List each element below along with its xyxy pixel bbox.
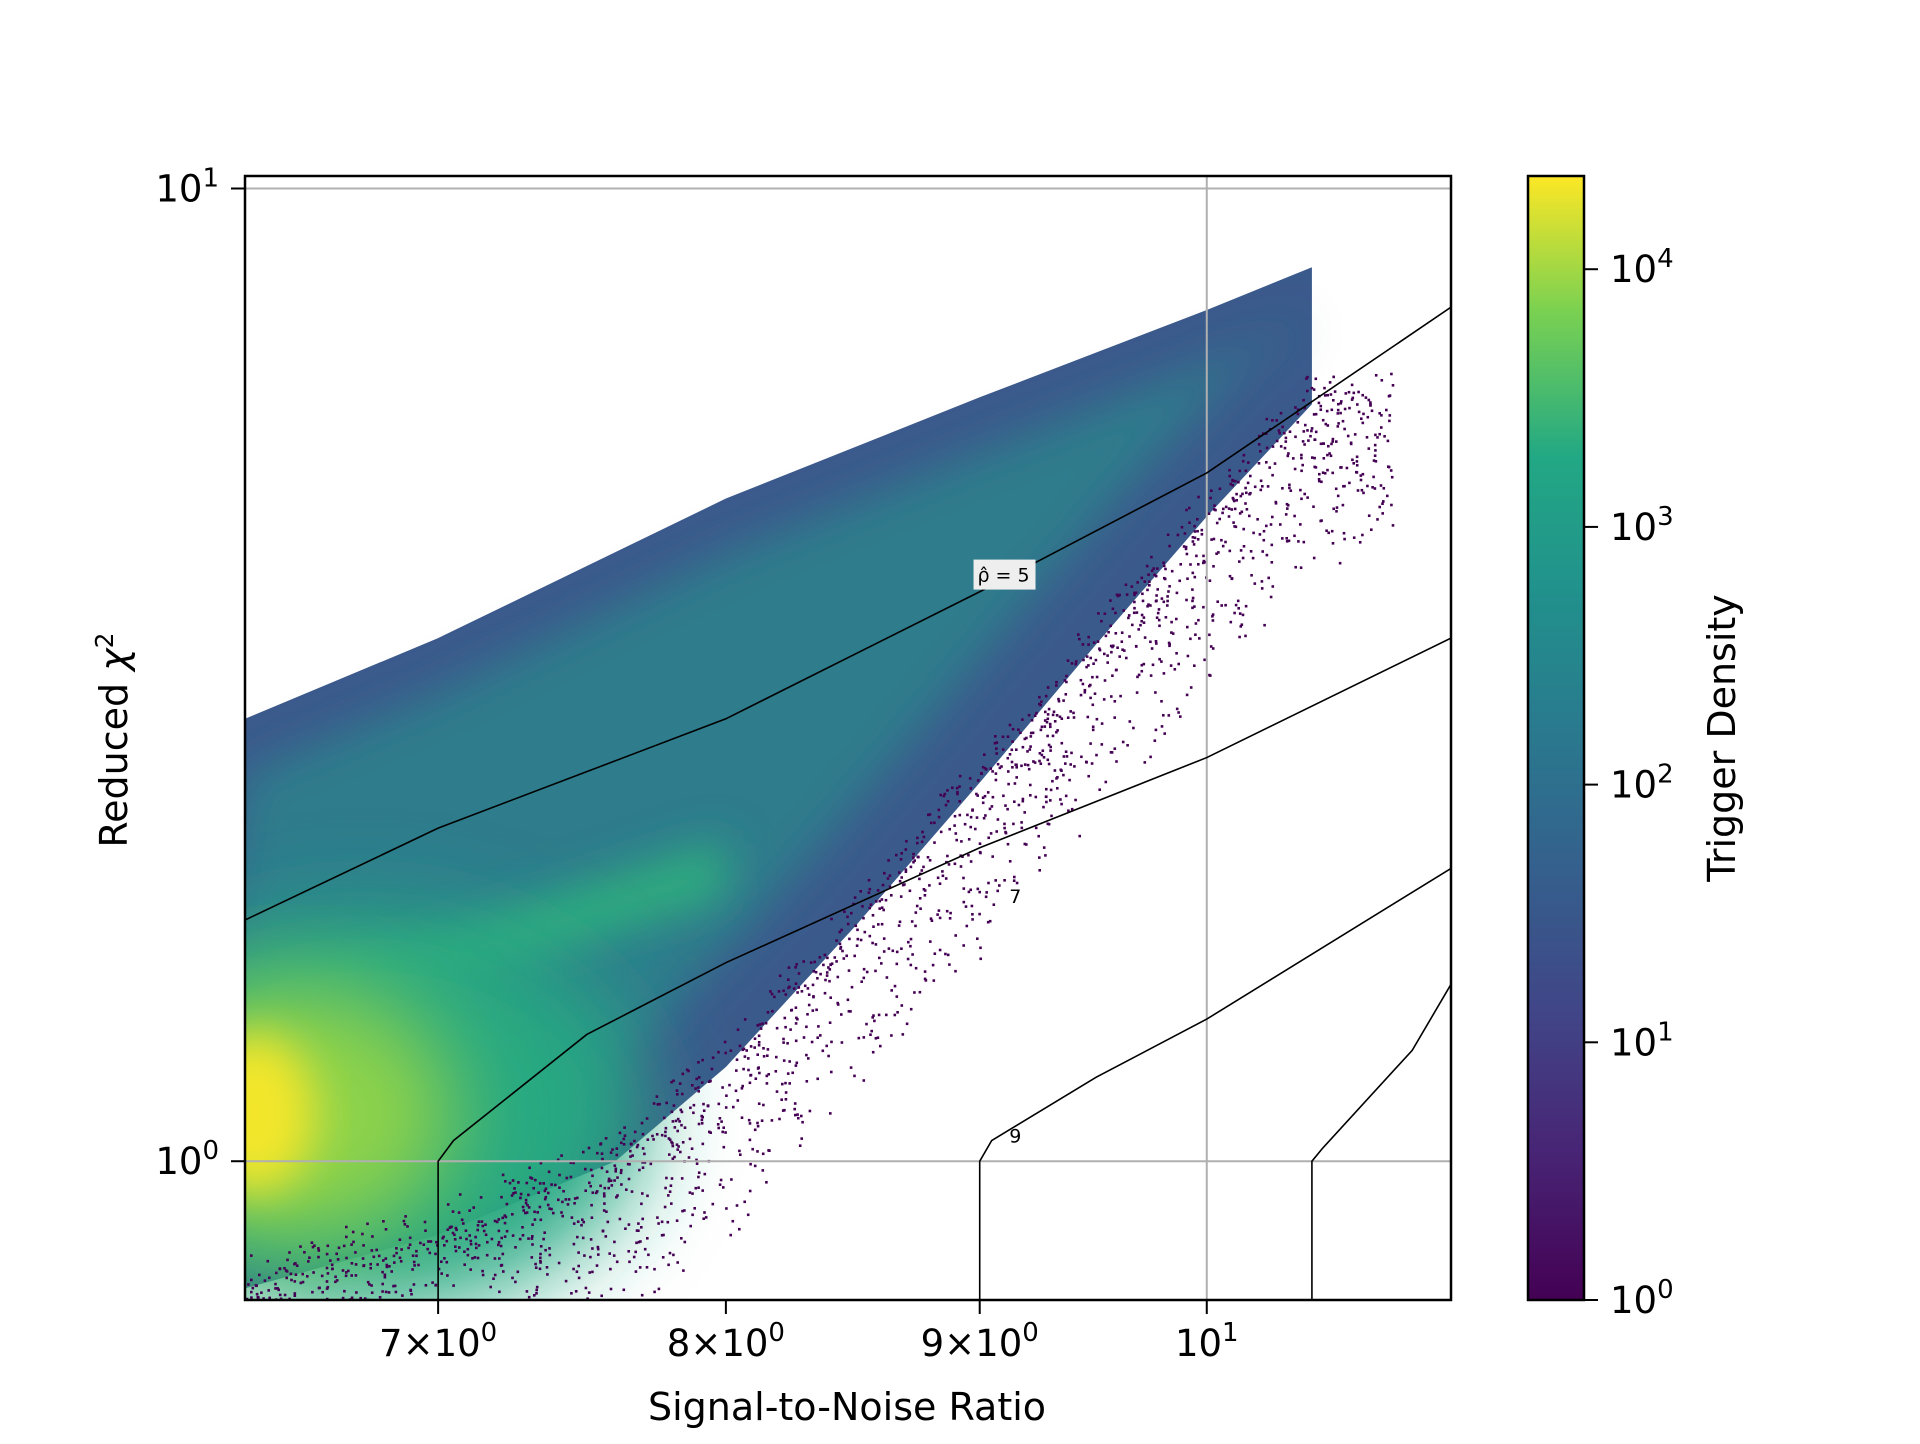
density-peak <box>245 1033 315 1194</box>
plot-frame <box>243 174 1453 1302</box>
density-core-light <box>245 983 455 1244</box>
sparse-trigger-points <box>245 372 1395 1300</box>
y-tick-label: 101 <box>155 163 219 210</box>
grid-lines <box>245 176 1451 1300</box>
contour-line-7 <box>437 637 1451 1300</box>
contour-lines <box>245 306 1451 1300</box>
contour-line-5 <box>245 306 1451 921</box>
colorbar-scale <box>1526 174 1586 1302</box>
colorbar-ticks: 100 101 102 103 104 <box>1584 244 1674 1322</box>
contour-label-9: 9 <box>1009 1126 1021 1148</box>
y-axis-ticks: 100 101 <box>155 163 245 1183</box>
x-axis-label: Signal-to-Noise Ratio <box>648 1385 1046 1429</box>
contour-label-background <box>973 559 1036 590</box>
contour-label-5: ρ̂ = 5 <box>977 565 1029 587</box>
x-tick-label: 7×100 <box>379 1318 497 1365</box>
colorbar-tick-label: 100 <box>1610 1275 1674 1322</box>
trigger-density-hexbin <box>245 267 1395 1300</box>
plot-area: ρ̂ = 5 7 9 7×100 8×100 9×100 101 100 101 <box>155 163 1453 1365</box>
x-tick-label: 101 <box>1175 1318 1239 1365</box>
colorbar-tick-label: 103 <box>1610 502 1674 549</box>
y-tick-label: 100 <box>155 1136 219 1183</box>
colorbar-tick-label: 102 <box>1610 760 1674 807</box>
x-axis-ticks: 7×100 8×100 9×100 101 <box>379 1300 1239 1365</box>
colorbar: 100 101 102 103 104 Trigger Density <box>1526 174 1744 1322</box>
y-axis-label: Reduced χ2 <box>90 632 136 847</box>
colorbar-tick-label: 104 <box>1610 244 1674 291</box>
colorbar-tick-label: 101 <box>1610 1017 1674 1064</box>
colorbar-label: Trigger Density <box>1700 594 1744 883</box>
x-tick-label: 9×100 <box>921 1318 1039 1365</box>
contour-line-11 <box>1311 983 1451 1300</box>
x-tick-label: 8×100 <box>667 1318 785 1365</box>
contour-line-9 <box>978 867 1451 1300</box>
contour-label-7: 7 <box>1009 886 1021 908</box>
contour-labels: ρ̂ = 5 7 9 <box>973 559 1036 1148</box>
